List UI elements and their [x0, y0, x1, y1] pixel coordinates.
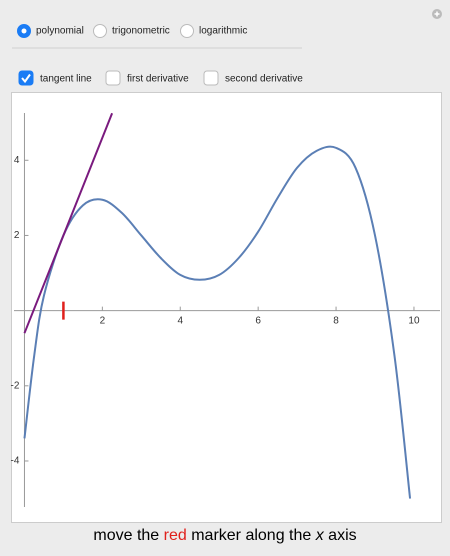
- caption-part: x: [315, 527, 325, 544]
- x-tick-label: 6: [255, 315, 261, 326]
- y-tick-label: -2: [11, 380, 20, 391]
- x-tick-label: 8: [333, 315, 339, 326]
- checkbox[interactable]: [105, 70, 121, 86]
- checkbox-label[interactable]: tangent line: [40, 74, 92, 85]
- x-tick-label: 4: [177, 315, 183, 326]
- radio-label[interactable]: trigonometric: [112, 26, 170, 37]
- radio-button[interactable]: [93, 24, 107, 38]
- x-tick-label: 2: [100, 315, 106, 326]
- x-tick-label: 10: [408, 315, 420, 326]
- radio-button[interactable]: [180, 24, 194, 38]
- checkbox-label[interactable]: first derivative: [127, 74, 189, 85]
- checkmark: [21, 73, 31, 84]
- caption: move the red marker along the x axis: [93, 527, 356, 544]
- radio-label[interactable]: logarithmic: [199, 26, 247, 37]
- plus-icon-sign: [434, 11, 440, 17]
- y-tick-label: 2: [14, 230, 20, 241]
- caption-part: red: [164, 527, 187, 544]
- y-tick-label: -4: [11, 456, 20, 467]
- function-curve: [23, 145, 412, 499]
- checkbox-label[interactable]: second derivative: [225, 74, 303, 85]
- caption-part: move the: [93, 527, 163, 544]
- caption-part: marker along the: [187, 527, 316, 544]
- y-tick-label: 4: [14, 155, 20, 166]
- tangent-line: [23, 112, 114, 334]
- caption-part: axis: [324, 527, 357, 544]
- radio-dot: [21, 28, 27, 34]
- checkbox[interactable]: [203, 70, 219, 86]
- plot-area: [11, 92, 442, 523]
- radio-label[interactable]: polynomial: [36, 26, 84, 37]
- checkbox[interactable]: [18, 70, 34, 86]
